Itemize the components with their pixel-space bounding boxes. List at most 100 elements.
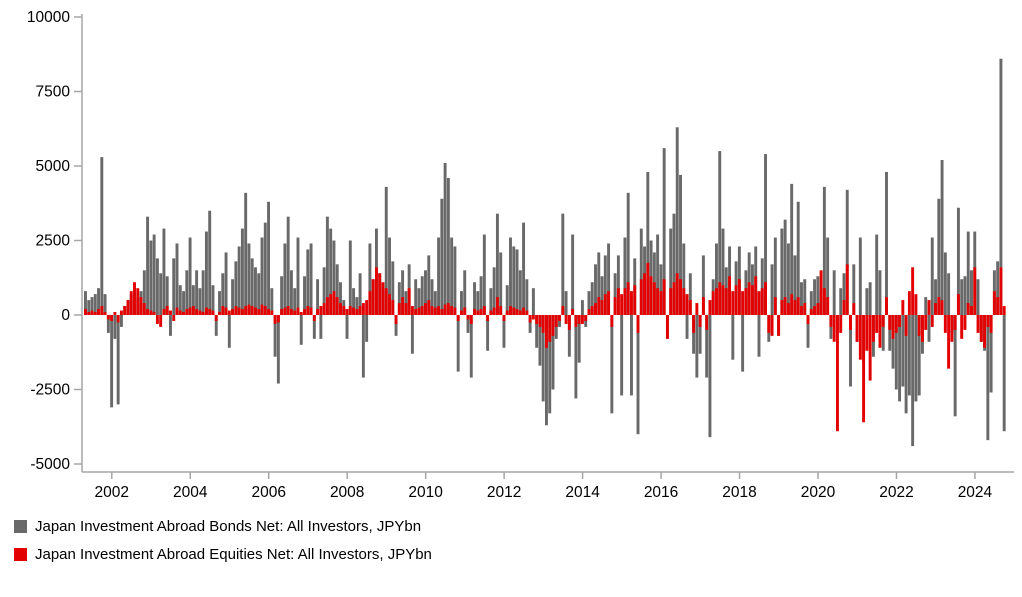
x-tick-label: 2016 [644,484,678,501]
bond-bar [355,297,359,315]
equity-bar [155,315,159,324]
equity-bar [93,312,97,315]
bond-bar [567,315,571,357]
equity-bar [858,315,862,360]
x-tick-label: 2008 [330,484,364,501]
equity-bar [299,312,303,315]
equity-bar [692,315,696,333]
equity-bar [783,297,787,315]
bond-bar [240,228,244,315]
equity-bar [489,310,493,315]
bond-bar [469,315,473,378]
bond-bar [907,315,911,396]
equity-bar [904,315,908,336]
bond-bar [603,255,607,315]
equity-bar [149,310,153,315]
equity-bar [541,315,545,333]
equity-bar [332,291,336,315]
bond-bar [293,288,297,315]
equity-bar [456,315,460,321]
equity-bar [770,315,774,336]
bond-bar [826,237,830,315]
bond-bar [195,270,199,315]
equity-bar [388,294,391,315]
bond-bar [940,160,944,315]
bond-bar [822,186,826,315]
bond-bar [721,228,725,315]
bond-bar [221,273,225,315]
equity-bar [574,315,578,327]
bond-bar [325,216,329,315]
bond-bar [786,243,790,315]
bond-bar [234,261,238,315]
equity-bar [999,267,1003,315]
equity-bar [567,315,571,330]
equity-bar [391,300,395,315]
bond-bar [688,273,692,315]
equity-bar [580,315,584,324]
bond-bar [155,258,159,315]
bond-bar [894,315,898,390]
bond-bar [172,258,176,315]
equity-bar [175,307,179,315]
equity-bar [881,315,885,327]
bond-bar [558,315,561,327]
bond-bar [329,228,333,315]
equity-bar [871,315,875,342]
equity-bar [378,273,382,315]
bond-bar [669,228,673,315]
bond-bar [577,315,581,363]
equity-bar [257,309,261,315]
equity-bar [522,307,526,315]
bond-bar [705,315,709,378]
bond-bar [731,315,735,360]
equity-bar [466,315,470,320]
equity-bar [136,288,140,315]
bond-bar [963,276,967,315]
bond-bar [970,270,973,315]
bond-bar [384,186,388,315]
equity-bar [276,315,280,323]
bond-bar [927,315,931,342]
bond-bar [878,270,882,315]
equity-bar [737,279,741,315]
equity-bar [832,315,836,342]
equity-bar [924,315,928,330]
equity-bar [404,303,408,315]
bond-bar [741,315,745,372]
equity-bar [633,285,637,315]
bond-bar [956,207,960,315]
bond-bar [388,237,391,315]
equity-bar [600,300,604,315]
bond-bar [296,237,300,315]
bond-bar [522,222,526,315]
bond-bar [87,300,91,315]
equity-bar [649,276,653,315]
bond-bar [930,237,934,315]
equity-bar [626,282,630,315]
bond-bar [692,315,696,354]
bond-bar [499,252,503,315]
equity-bar [914,294,918,315]
bond-bar [427,255,431,315]
bond-bar [888,315,892,351]
bond-bar [276,315,280,384]
bond-bar [188,237,192,315]
bond-bar [803,279,807,315]
equity-bar [119,310,123,315]
equity-bar [809,309,813,315]
equity-bar [665,315,669,339]
equity-bar [139,297,143,315]
bond-bar [796,201,800,315]
equity-bar [116,315,120,323]
bond-bar [420,276,424,315]
equity-bar [84,309,87,315]
equity-bar [564,315,568,324]
bond-bar [924,297,928,315]
equity-bar [845,264,849,315]
equity-bar [937,297,941,315]
equity-bar [329,294,333,315]
bond-bar [528,315,532,333]
bond-bar [535,315,539,348]
bond-bar [764,154,767,315]
